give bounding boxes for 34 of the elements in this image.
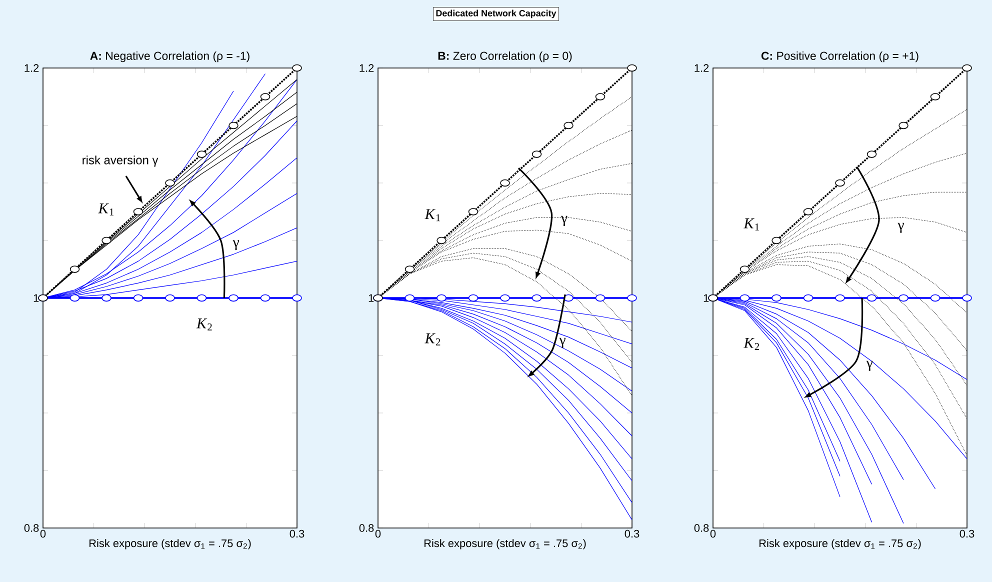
- x-axis-title: Risk exposure (stdev σ$_{1}$ = .75 σ$_{2}$): [89, 539, 251, 550]
- chart-title: B: Zero Correlation (ρ = 0): [438, 51, 572, 62]
- y-tick-label: 1.2: [360, 64, 374, 72]
- y-tick-label: 1: [368, 294, 374, 302]
- y-tick-label: 1: [704, 294, 709, 302]
- x-axis-title: Risk exposure (stdev σ$_{1}$ = .75 σ$_{2}$): [759, 539, 921, 550]
- annotation: K$_{2}$: [196, 318, 212, 330]
- x-tick-label: 0.3: [624, 530, 640, 538]
- annotation: risk aversion γ: [82, 156, 158, 167]
- annotation: K$_{1}$: [98, 203, 114, 216]
- x-tick-label: 0: [710, 530, 716, 538]
- y-tick-label: 1.2: [694, 64, 709, 72]
- y-tick-label: 0.8: [694, 524, 709, 532]
- x-axis-title: Risk exposure (stdev σ$_{1}$ = .75 σ$_{2}$): [424, 539, 586, 550]
- y-tick-label: 1.2: [24, 64, 39, 72]
- chart-title: A: Negative Correlation (ρ = -1): [90, 51, 250, 62]
- annotation: K$_{2}$: [424, 333, 440, 346]
- x-tick-label: 0.3: [960, 530, 974, 538]
- annotation: K$_{1}$: [744, 218, 759, 230]
- text: Dedicated Network Capacity: [436, 10, 556, 18]
- x-tick-label: 0: [40, 530, 46, 538]
- annotation: γ: [866, 360, 873, 371]
- annotation: K$_{1}$: [424, 209, 440, 222]
- x-tick-label: 0.3: [290, 530, 304, 538]
- annotation: K$_{2}$: [744, 338, 760, 350]
- y-tick-label: 1: [34, 294, 39, 302]
- annotation: γ: [898, 222, 904, 233]
- annotation: γ: [560, 216, 568, 226]
- chart-title: C: Positive Correlation (ρ = +1): [761, 51, 918, 62]
- annotation: γ: [232, 240, 240, 250]
- y-tick-label: 0.8: [359, 524, 374, 532]
- annotation: γ: [559, 338, 566, 348]
- x-tick-label: 0: [375, 530, 381, 538]
- y-tick-label: 0.8: [24, 524, 39, 532]
